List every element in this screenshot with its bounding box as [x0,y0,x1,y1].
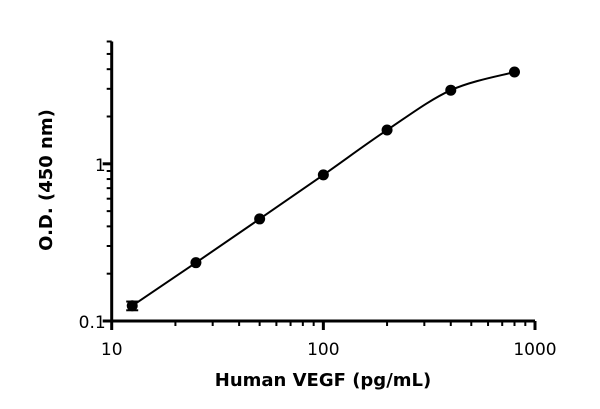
y-tick-label-1: 1 [95,156,106,176]
data-point [190,257,202,269]
x-tick-label-100: 100 [307,340,339,360]
x-tick-label-1000: 1000 [513,340,556,360]
data-point [508,66,520,78]
data-point [445,84,457,96]
data-points [126,66,520,312]
data-point [381,124,393,136]
x-axis-title: Human VEGF (pg/mL) [215,370,431,391]
data-point [254,213,266,225]
data-point [317,169,329,181]
y-axis-title: O.D. (450 nm) [36,109,57,251]
major-ticks [102,162,537,330]
fit-curve [131,71,515,307]
x-tick-label-10: 10 [101,340,123,360]
minor-ticks [106,40,527,326]
y-tick-label-0.1: 0.1 [79,313,106,333]
data-point [126,300,138,312]
